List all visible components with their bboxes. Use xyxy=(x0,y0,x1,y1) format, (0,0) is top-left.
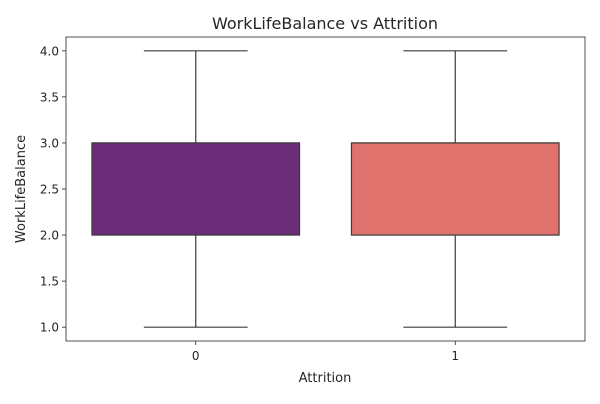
y-axis-label: WorkLifeBalance xyxy=(14,135,29,243)
x-axis-label: Attrition xyxy=(299,371,352,386)
box xyxy=(91,142,301,236)
y-tick-label: 2.0 xyxy=(40,229,59,243)
y-tick-label: 3.5 xyxy=(40,90,59,104)
chart-title: WorkLifeBalance vs Attrition xyxy=(212,14,438,33)
y-tick-label: 3.0 xyxy=(40,136,59,150)
x-tick-label: 0 xyxy=(192,349,200,363)
box xyxy=(350,142,560,236)
y-tick-label: 4.0 xyxy=(40,44,59,58)
x-tick-label: 1 xyxy=(451,349,459,363)
y-tick-label: 1.0 xyxy=(40,321,59,335)
box-plots xyxy=(91,50,560,328)
y-axis: 1.0 1.5 2.0 2.5 3.0 3.5 4.0 xyxy=(40,44,66,335)
y-tick-label: 1.5 xyxy=(40,275,59,289)
y-tick-label: 2.5 xyxy=(40,183,59,197)
